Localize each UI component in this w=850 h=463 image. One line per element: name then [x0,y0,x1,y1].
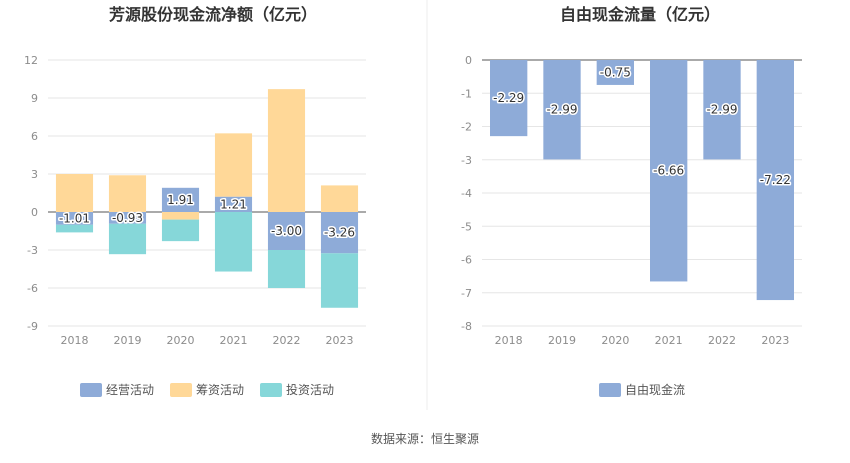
data-label: -2.29 [493,91,524,105]
data-label: -6.66 [653,164,684,178]
data-label: 1.91 [167,193,194,207]
y-tick-label: -3 [27,244,38,257]
bar-series-1 [320,185,359,212]
x-tick-label: 2021 [655,334,683,347]
y-tick-label: -5 [461,220,472,233]
y-tick-label: 12 [24,54,38,67]
x-tick-label: 2021 [220,334,248,347]
legend-label: 投资活动 [286,382,334,397]
legend-swatch [599,383,621,397]
x-tick-label: 2023 [761,334,789,347]
data-label: -2.99 [706,103,737,117]
bar-series-2 [320,253,359,308]
x-tick-label: 2023 [326,334,354,347]
bar-series-2 [108,223,147,255]
y-tick-label: 0 [465,54,472,67]
y-tick-label: -3 [461,154,472,167]
legend-swatch [170,383,192,397]
bar-primary [650,60,688,282]
bar-primary [55,212,94,225]
chart-title-left: 芳源股份现金流净额（亿元） [109,5,317,24]
chart-right: 0 -1 -2 -3 -4 -5 -6 -7 -8 2018 -2.29 2019 -2.99 2020 -… [461,54,802,397]
bar-primary [214,196,253,212]
bar-series-2 [161,219,200,242]
source-note: 数据来源：恒生聚源 [371,431,479,446]
bar-primary [596,60,634,85]
bar-primary [490,60,528,137]
x-tick-label: 2019 [548,334,576,347]
bar-series-1 [161,212,200,220]
chart-title-right: 自由现金流量（亿元） [560,5,720,24]
data-label: -2.99 [546,103,577,117]
x-tick-label: 2018 [495,334,523,347]
legend-label: 自由现金流 [625,382,685,397]
y-tick-label: -6 [27,282,38,295]
bar-series-1 [267,89,306,212]
y-tick-label: 3 [31,168,38,181]
bar-series-1 [108,175,147,212]
data-label: 1.21 [220,197,247,211]
x-tick-label: 2018 [61,334,89,347]
y-tick-label: 9 [31,92,38,105]
data-label: -0.93 [112,211,143,225]
data-label: -7.22 [760,173,791,187]
legend-swatch [260,383,282,397]
bar-primary [756,60,794,301]
bar-primary [161,187,200,212]
bar-series-1 [214,133,253,197]
bar-primary [108,212,147,224]
bar-series-2 [214,212,253,272]
bar-series-1 [55,174,94,212]
bar-primary [703,60,741,160]
data-label: -0.75 [600,65,631,79]
legend-label: 经营活动 [106,383,154,397]
bar-primary [267,212,306,250]
legend-swatch [80,383,102,397]
x-tick-label: 2022 [273,334,301,347]
y-tick-label: 6 [31,130,38,143]
data-label: -3.26 [324,226,355,240]
bar-primary [320,212,359,254]
y-tick-label: 0 [31,206,38,219]
y-tick-label: -2 [461,121,472,134]
bar-series-2 [267,250,306,288]
x-tick-label: 2020 [601,334,629,347]
x-tick-label: 2022 [708,334,736,347]
chart-left: 12 9 6 3 0 -3 -6 -9 2018 -1.01 2019 -0.93 2020 1.91 20… [24,54,366,397]
y-tick-label: -8 [461,320,472,333]
y-tick-label: -6 [461,254,472,267]
x-tick-label: 2019 [114,334,142,347]
y-tick-label: -9 [27,320,38,333]
y-tick-label: -4 [461,187,472,200]
data-label: -3.00 [271,224,302,238]
y-tick-label: -1 [461,87,472,100]
x-tick-label: 2020 [167,334,195,347]
data-label: -1.01 [59,211,90,225]
legend-label: 筹资活动 [196,383,244,397]
bar-series-2 [55,224,94,233]
y-tick-label: -7 [461,287,472,300]
bar-primary [543,60,581,160]
